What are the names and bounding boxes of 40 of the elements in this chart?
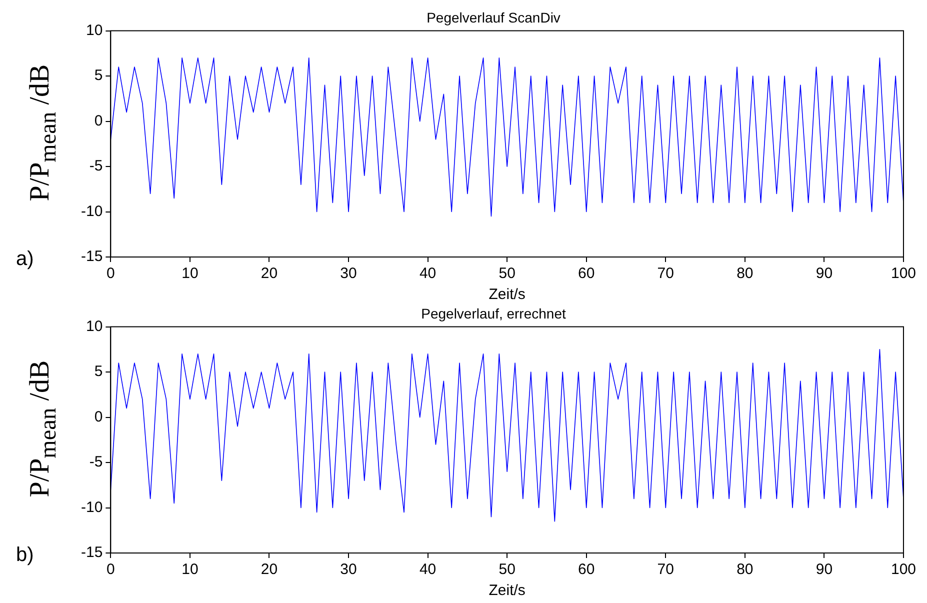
x-tick-label: 50	[498, 265, 516, 282]
y-tick-label: 5	[94, 363, 103, 380]
y-tick-label: -10	[80, 498, 103, 516]
x-tick-label: 100	[890, 265, 916, 282]
x-tick-label: 70	[657, 265, 674, 282]
text: a)	[16, 248, 34, 271]
x-axis-title: Zeit/s	[488, 286, 526, 304]
x-tick-label: 30	[340, 265, 357, 282]
chart-title: Pegelverlauf, errechnet	[421, 305, 566, 322]
x-tick-label: 90	[816, 265, 833, 282]
x-tick-label: 10	[182, 265, 198, 282]
x-tick-label: 30	[340, 561, 357, 578]
x-tick-label: 50	[498, 561, 516, 578]
x-tick-label: 40	[419, 561, 436, 578]
x-tick-label: 0	[106, 265, 115, 282]
y-tick-label: -15	[80, 544, 103, 562]
y-tick-label: 5	[94, 67, 103, 84]
chart-title: Pegelverlauf ScanDiv	[426, 9, 560, 26]
x-tick-label: 90	[816, 561, 833, 578]
x-tick-label: 40	[419, 265, 436, 282]
y-tick-label: -15	[80, 248, 103, 266]
y-tick-label: 0	[94, 408, 103, 426]
x-tick-label: 20	[260, 265, 278, 282]
x-tick-label: 100	[890, 561, 916, 578]
text: b)	[16, 544, 34, 567]
x-tick-label: 60	[578, 561, 595, 578]
y-tick-label: 10	[86, 318, 103, 335]
x-tick-label: 0	[106, 561, 115, 578]
y-tick-label: -5	[89, 454, 103, 471]
x-tick-label: 70	[657, 561, 674, 578]
x-tick-label: 20	[260, 561, 278, 578]
x-tick-label: 80	[736, 265, 754, 282]
y-tick-label: -10	[80, 202, 103, 220]
x-axis-title: Zeit/s	[488, 582, 526, 600]
x-tick-label: 60	[578, 265, 595, 282]
x-tick-label: 80	[736, 561, 754, 578]
y-tick-label: 0	[94, 112, 103, 130]
x-tick-label: 10	[182, 561, 198, 578]
y-tick-label: -5	[89, 158, 103, 175]
y-tick-label: 10	[86, 22, 103, 39]
